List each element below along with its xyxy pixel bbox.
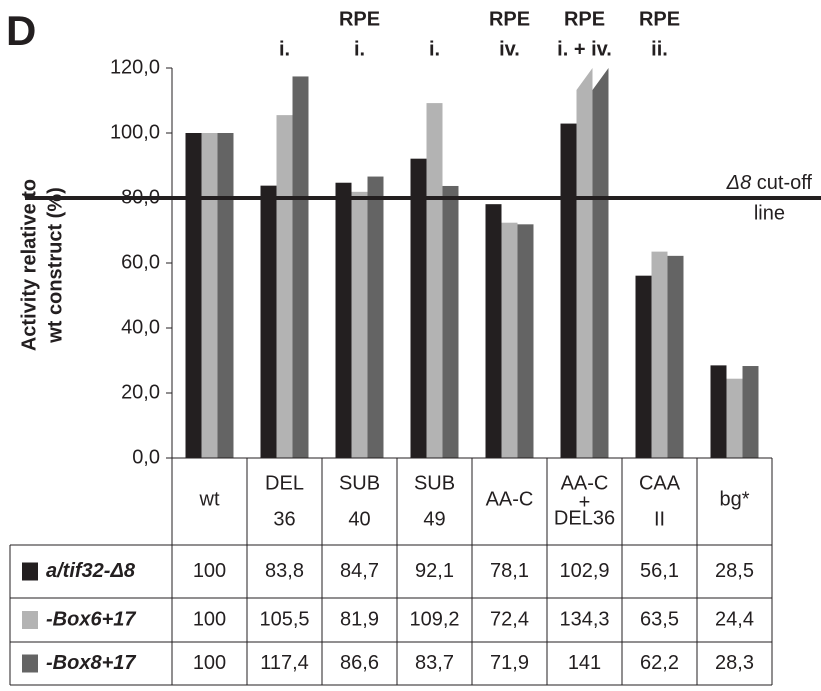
bar bbox=[217, 133, 234, 458]
top-label: ii. bbox=[651, 38, 668, 60]
bar bbox=[442, 185, 459, 458]
bar bbox=[292, 76, 309, 458]
legend-swatch bbox=[22, 611, 38, 629]
top-label: RPE bbox=[489, 8, 530, 30]
table-cell: 134,3 bbox=[559, 608, 609, 630]
y-tick-label: 20,0 bbox=[121, 381, 160, 403]
y-tick-label: 100,0 bbox=[110, 121, 160, 143]
top-label: i. bbox=[279, 38, 290, 60]
bar bbox=[710, 365, 727, 458]
table-cell: 78,1 bbox=[490, 560, 529, 582]
bar bbox=[260, 185, 277, 458]
legend-label: -Box8+17 bbox=[46, 652, 136, 674]
x-tick-label: 36 bbox=[273, 508, 295, 530]
x-tick-label: II bbox=[654, 508, 665, 530]
bar bbox=[276, 115, 293, 458]
top-label: RPE bbox=[639, 8, 680, 30]
x-tick-label: + bbox=[579, 491, 591, 513]
x-tick-label: DEL36 bbox=[554, 507, 615, 529]
top-label: i. bbox=[354, 38, 365, 60]
top-label: RPE bbox=[339, 8, 380, 30]
bar bbox=[426, 103, 443, 458]
table-cell: 72,4 bbox=[490, 608, 529, 630]
y-tick-label: 0,0 bbox=[132, 446, 160, 468]
table-cell: 71,9 bbox=[490, 652, 529, 674]
bar bbox=[501, 222, 518, 458]
x-tick-label: CAA bbox=[639, 472, 681, 494]
bar bbox=[517, 224, 534, 458]
bar bbox=[485, 204, 502, 458]
x-tick-label: bg* bbox=[719, 488, 749, 510]
bar bbox=[367, 176, 384, 459]
top-label: i. bbox=[429, 38, 440, 60]
bar bbox=[560, 123, 577, 458]
bar bbox=[185, 133, 202, 458]
table-cell: 105,5 bbox=[259, 608, 309, 630]
cutoff-label-italic: Δ8 bbox=[726, 172, 752, 194]
table-cell: 102,9 bbox=[559, 560, 609, 582]
top-label: i. + iv. bbox=[557, 38, 612, 60]
table-cell: 24,4 bbox=[715, 608, 754, 630]
bar bbox=[592, 68, 609, 458]
y-axis-label: Activity relative to wt construct (%) bbox=[18, 179, 66, 351]
table-cell: 63,5 bbox=[640, 608, 679, 630]
y-tick-label: 60,0 bbox=[121, 251, 160, 273]
table-cell: 100 bbox=[193, 608, 226, 630]
bar bbox=[635, 275, 652, 458]
bar bbox=[576, 68, 593, 458]
bar bbox=[667, 255, 684, 458]
y-axis-label-line: Activity relative to bbox=[18, 179, 40, 351]
x-tick-label: AA-C bbox=[486, 488, 534, 510]
table-cell: 28,5 bbox=[715, 560, 754, 582]
cutoff-label: Δ8 cut-off bbox=[726, 172, 813, 194]
y-tick-label: 120,0 bbox=[110, 56, 160, 78]
legend-swatch bbox=[22, 654, 38, 673]
x-tick-label: SUB bbox=[339, 472, 380, 494]
table-cell: 83,8 bbox=[265, 560, 304, 582]
bar bbox=[201, 133, 218, 458]
bar bbox=[410, 158, 427, 459]
cutoff-label-line2: line bbox=[754, 202, 785, 224]
x-tick-label: SUB bbox=[414, 472, 455, 494]
top-label: iv. bbox=[499, 38, 520, 60]
bar bbox=[726, 378, 743, 458]
table-cell: 100 bbox=[193, 560, 226, 582]
bar bbox=[351, 191, 368, 458]
x-tick-label: AA-C bbox=[561, 472, 609, 494]
x-tick-label: 49 bbox=[423, 508, 445, 530]
bar bbox=[742, 366, 759, 458]
cutoff-label-text: cut-off bbox=[751, 172, 812, 194]
table-cell: 56,1 bbox=[640, 560, 679, 582]
legend-label: -Box6+17 bbox=[46, 608, 136, 630]
y-axis-label-line: wt construct (%) bbox=[44, 187, 66, 344]
table-cell: 92,1 bbox=[415, 560, 454, 582]
table-cell: 109,2 bbox=[409, 608, 459, 630]
x-tick-label: DEL bbox=[265, 472, 304, 494]
bar bbox=[651, 251, 668, 458]
table-cell: 83,7 bbox=[415, 652, 454, 674]
table-cell: 100 bbox=[193, 652, 226, 674]
bar bbox=[335, 182, 352, 458]
table-cell: 81,9 bbox=[340, 608, 379, 630]
table-cell: 28,3 bbox=[715, 652, 754, 674]
x-tick-label: 40 bbox=[348, 508, 370, 530]
table-cell: 86,6 bbox=[340, 652, 379, 674]
table-cell: 62,2 bbox=[640, 652, 679, 674]
top-label: RPE bbox=[564, 8, 605, 30]
legend-label: a/tif32-Δ8 bbox=[46, 560, 136, 582]
x-tick-label: wt bbox=[199, 488, 220, 510]
legend-swatch bbox=[22, 562, 38, 581]
panel-label: D bbox=[6, 7, 36, 54]
y-tick-label: 40,0 bbox=[121, 316, 160, 338]
table-cell: 117,4 bbox=[260, 652, 309, 674]
table-cell: 141 bbox=[568, 652, 601, 674]
table-cell: 84,7 bbox=[340, 560, 379, 582]
